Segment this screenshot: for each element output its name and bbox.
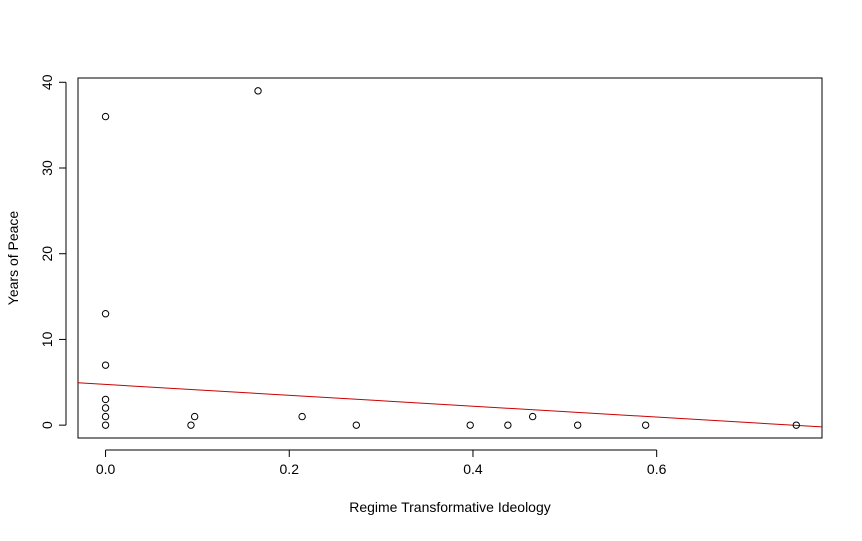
y-tick-label: 40 bbox=[39, 74, 55, 90]
points-layer bbox=[101, 87, 800, 429]
data-point bbox=[298, 412, 306, 421]
x-axis: 0.0 0.2 0.4 0.6 bbox=[96, 449, 667, 477]
fit-line-layer bbox=[77, 382, 823, 428]
data-point bbox=[190, 412, 199, 421]
data-point bbox=[352, 421, 361, 429]
y-axis-title: Years of Peace bbox=[5, 211, 21, 306]
data-point bbox=[101, 112, 110, 121]
data-point bbox=[528, 412, 537, 421]
x-tick-label: 0.0 bbox=[96, 461, 116, 477]
data-point bbox=[101, 310, 110, 318]
plot-box bbox=[77, 77, 823, 439]
data-point bbox=[792, 421, 800, 429]
data-point bbox=[254, 87, 262, 95]
data-point bbox=[101, 395, 110, 404]
data-point bbox=[573, 421, 582, 429]
x-tick-label: 0.4 bbox=[463, 461, 483, 477]
data-point bbox=[641, 421, 650, 429]
data-point bbox=[187, 421, 195, 429]
data-point bbox=[466, 421, 474, 429]
regression-line bbox=[77, 382, 823, 428]
x-tick-label: 0.2 bbox=[280, 461, 300, 477]
y-tick-label: 20 bbox=[39, 246, 55, 262]
data-point bbox=[101, 361, 110, 369]
data-point bbox=[101, 412, 110, 421]
y-tick-label: 30 bbox=[39, 160, 55, 176]
data-point bbox=[101, 421, 110, 429]
y-axis: 0 10 20 30 40 bbox=[39, 74, 67, 429]
y-tick-label: 0 bbox=[39, 421, 55, 429]
x-axis-title: Regime Transformative Ideology bbox=[349, 499, 551, 515]
x-tick-label: 0.6 bbox=[647, 461, 667, 477]
data-point bbox=[101, 404, 110, 412]
y-tick-label: 10 bbox=[39, 331, 55, 347]
data-point bbox=[504, 421, 512, 429]
